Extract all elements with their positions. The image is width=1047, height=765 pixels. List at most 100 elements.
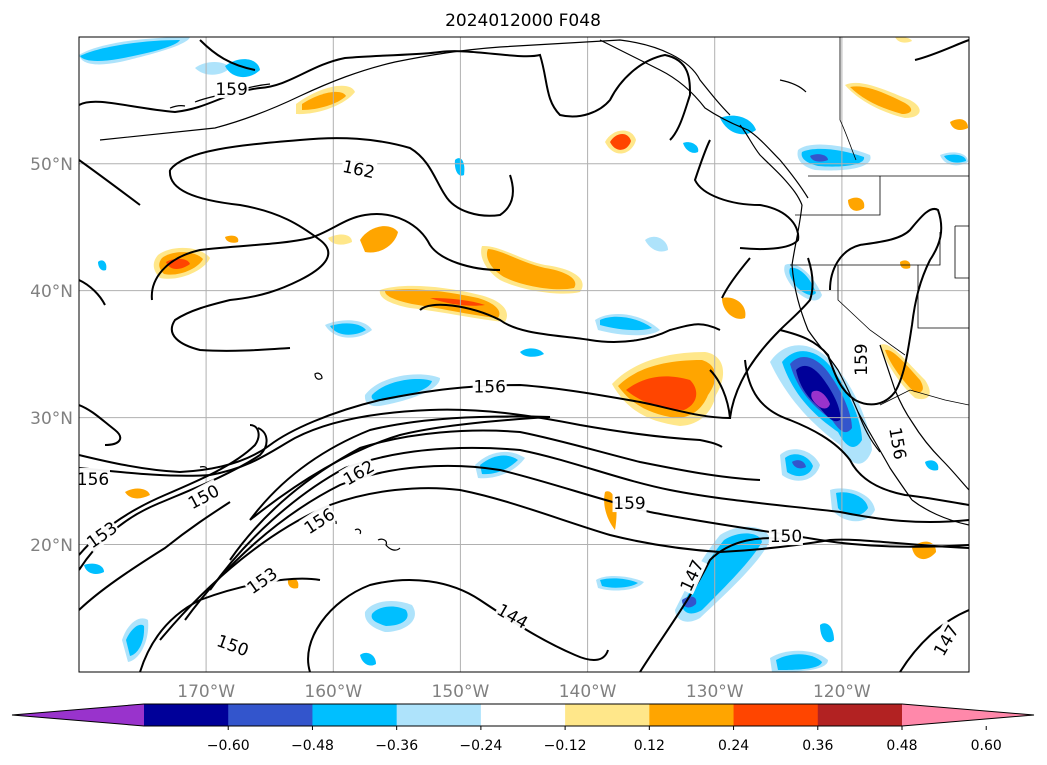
border-states-b [790, 232, 941, 266]
contour-147-east [639, 537, 791, 672]
negative-region-38n-inner [330, 323, 366, 335]
lat-label: 30°N [30, 409, 73, 429]
map-panel: 1591621561591561501621561531531501441471… [79, 37, 969, 672]
border-states-d [917, 265, 969, 329]
colorbar-tick-label: −0.48 [291, 738, 334, 754]
positive-region-40n-core [430, 298, 485, 306]
coastline-mexico [911, 499, 969, 526]
contour-156-ca [744, 359, 969, 506]
negative-region-bc-core [810, 154, 828, 162]
lat-label: 40°N [30, 282, 73, 302]
graticule [79, 37, 969, 672]
contour-label-bg [214, 78, 249, 99]
contour-label: 159 [215, 80, 247, 100]
positive-region-small-m [900, 260, 911, 269]
contour-150-bottom [139, 577, 321, 672]
negative-region-tiny-b [645, 236, 668, 252]
positive-region-small-j [287, 578, 299, 589]
positive-region-40n-inner [385, 289, 500, 318]
negative-region-25n-east-core [792, 460, 806, 469]
contour-156-main [79, 369, 732, 474]
contour-ne-top [914, 39, 969, 61]
coastline-island-a [314, 372, 323, 380]
negative-region-tiny-i [820, 623, 834, 643]
contour-147-left [79, 501, 231, 611]
negative-region-31n-inner [371, 378, 432, 401]
positive-region-small-k [895, 37, 912, 43]
contour-159-north [79, 50, 692, 141]
contour-156-mid [419, 303, 721, 343]
colorbar-extend-low [12, 704, 144, 726]
colorbar-tick-label: 0.48 [886, 738, 917, 754]
colorbar-segment [144, 704, 229, 726]
latitude-labels: 50°N 40°N 30°N 20°N [30, 155, 73, 556]
colorbar: −0.60 −0.48 −0.36 −0.24 −0.12 0.12 0.24 0.36 0.4… [11, 703, 1035, 754]
contour-144 [307, 579, 609, 672]
colorbar-tick-label: 0.24 [718, 738, 749, 754]
negative-region-oregon-inner [789, 267, 816, 296]
lon-label: 130°W [686, 682, 744, 702]
contour-label-bg [299, 502, 339, 538]
colorbar-segment [733, 704, 819, 726]
positive-anomaly-regions [125, 37, 968, 589]
political-borders [790, 37, 969, 406]
negative-region-south-band-core [682, 596, 697, 608]
negative-region-south-center-inner [371, 606, 408, 626]
colorbar-tick-label: −0.24 [459, 738, 502, 754]
negative-region-tiny-h [360, 652, 376, 666]
contour-west-edge [79, 404, 122, 446]
positive-region-small-g [125, 488, 150, 499]
colorbar-tick-label: 0.60 [971, 738, 1002, 754]
contour-156-wrap [721, 257, 814, 419]
colorbar-segment [649, 704, 735, 726]
contour-label-bg [183, 479, 223, 513]
negative-region-35n-inner [600, 316, 652, 331]
lat-label: 20°N [30, 536, 73, 556]
positive-region-central-core [626, 376, 697, 410]
contour-label-bg [340, 154, 378, 182]
positive-region-small-i [950, 119, 968, 130]
colorbar-outline [11, 703, 1035, 727]
positive-region-140w-inner [486, 249, 576, 290]
negative-region-bc-inner [801, 148, 865, 167]
contour-153-jet [184, 464, 969, 621]
border-states-e [954, 225, 969, 279]
contour-nw-wave [79, 39, 256, 206]
contour-label-bg [849, 342, 870, 377]
contour-150-east [719, 538, 969, 553]
colorbar-segment [396, 704, 482, 726]
contour-label-bg [79, 467, 110, 488]
lon-label: 120°W [813, 682, 871, 702]
contour-159-ca [779, 207, 943, 406]
positive-region-small-c-inner [610, 133, 631, 150]
colorbar-segment [565, 704, 650, 726]
contour-159-jet [229, 429, 761, 561]
colorbar-extend-high [902, 704, 1034, 726]
contour-west-mid [79, 279, 106, 306]
border-states-c [837, 265, 906, 356]
contour-label-bg [472, 375, 507, 396]
contour-label-bg [338, 454, 378, 489]
contour-162-loop [169, 137, 514, 217]
lon-label: 160°W [304, 682, 362, 702]
positive-region-small-d [722, 297, 746, 319]
contour-label-bg [241, 561, 282, 598]
positive-region-canada-inner [850, 86, 912, 114]
colorbar-segment [480, 704, 566, 726]
contour-162-lower [168, 169, 330, 352]
colorbar-tick-label: −0.36 [375, 738, 418, 754]
contour-150-jet [159, 487, 721, 641]
positive-region-small-h [848, 197, 865, 211]
contour-label-bg [612, 492, 647, 513]
positive-region-small-a [360, 226, 398, 253]
negative-region-south-mid-inner [600, 578, 638, 588]
coastline-alaska-gulf [599, 39, 809, 199]
positive-region-alaska-inner [302, 91, 346, 110]
negative-region-tiny-l [925, 460, 939, 471]
contour-label: 156 [473, 377, 505, 397]
negative-region-tiny-k [683, 142, 699, 153]
coastline-bc-islands [739, 124, 803, 206]
contour-label-bg [674, 555, 708, 595]
border-states-a [795, 176, 881, 216]
colorbar-segment [228, 704, 313, 726]
